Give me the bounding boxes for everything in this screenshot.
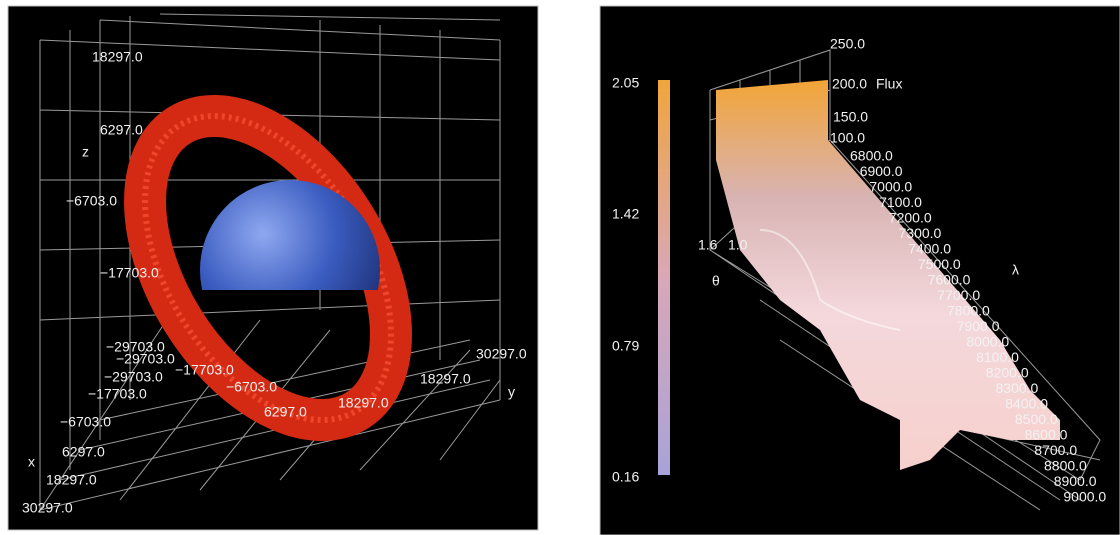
axis-label: −6703.0 bbox=[66, 193, 117, 209]
lambda-tick-label: 7600.0 bbox=[928, 272, 971, 288]
lambda-tick-label: 7100.0 bbox=[879, 194, 922, 210]
lambda-tick-label: 8200.0 bbox=[986, 365, 1029, 381]
colorbar-tick-label: 1.42 bbox=[612, 206, 639, 222]
left-panel: 18297.06297.0z−6703.0−17703.0−29703.0−29… bbox=[7, 5, 539, 531]
lambda-tick-label: 8800.0 bbox=[1044, 458, 1087, 474]
right-labels: 2.05 1.42 0.79 0.16 250.0 200.0 150.0 100.0 Flux… bbox=[612, 36, 1106, 505]
lambda-tick-label: 7700.0 bbox=[937, 287, 980, 303]
colorbar bbox=[658, 80, 670, 475]
lambda-tick-label: 7900.0 bbox=[957, 318, 1000, 334]
axis-label: 30297.0 bbox=[476, 346, 527, 362]
lambda-tick-label: 6800.0 bbox=[850, 148, 893, 164]
axis-label: −17703.0 bbox=[100, 265, 159, 281]
lambda-tick-label: 8000.0 bbox=[966, 334, 1009, 350]
lambda-axis-label: λ bbox=[1012, 262, 1019, 278]
axis-label: 18297.0 bbox=[338, 395, 389, 411]
axis-label: 30297.0 bbox=[22, 500, 73, 516]
axis-label: −6703.0 bbox=[226, 379, 277, 395]
sphere bbox=[200, 180, 380, 290]
flux-tick-label: 250.0 bbox=[830, 36, 865, 52]
lambda-tick-label: 8700.0 bbox=[1034, 442, 1077, 458]
lambda-tick-label: 8600.0 bbox=[1025, 427, 1068, 443]
flux-tick-label: 200.0 bbox=[832, 76, 867, 92]
flux-tick-label: 150.0 bbox=[833, 109, 868, 125]
lambda-tick-label: 6900.0 bbox=[860, 163, 903, 179]
axis-label: y bbox=[508, 384, 515, 400]
axis-label: 6297.0 bbox=[100, 122, 143, 138]
lambda-tick-label: 8400.0 bbox=[1005, 396, 1048, 412]
axis-label: −6703.0 bbox=[60, 414, 111, 430]
axis-label: 18297.0 bbox=[92, 49, 143, 65]
colorbar-tick-label: 0.16 bbox=[612, 469, 639, 485]
lambda-tick-label: 7200.0 bbox=[889, 210, 932, 226]
flux-tick-label: 100.0 bbox=[830, 130, 865, 146]
colorbar-tick-label: 0.79 bbox=[612, 338, 639, 354]
axis-label: −29703.0 bbox=[104, 369, 163, 385]
lambda-tick-label: 8300.0 bbox=[996, 380, 1039, 396]
surface-highlight bbox=[759, 229, 901, 331]
lambda-tick-label: 7500.0 bbox=[918, 256, 961, 272]
theta-tick-label: 1.0 bbox=[728, 237, 748, 253]
flux-axis-label: Flux bbox=[876, 76, 902, 92]
lambda-tick-label: 8900.0 bbox=[1054, 473, 1097, 489]
lambda-tick-label: 7300.0 bbox=[899, 225, 942, 241]
lambda-tick-label: 7800.0 bbox=[947, 303, 990, 319]
lambda-tick-label: 8500.0 bbox=[1015, 411, 1058, 427]
axis-label: 18297.0 bbox=[420, 371, 471, 387]
theta-tick-label: 1.6 bbox=[698, 237, 718, 253]
axis-label: x bbox=[28, 454, 35, 470]
axis-label: z bbox=[82, 144, 89, 160]
theta-axis-label: θ bbox=[712, 273, 720, 289]
axis-label: −17703.0 bbox=[175, 362, 234, 378]
lambda-tick-label: 7000.0 bbox=[869, 179, 912, 195]
lambda-tick-label: 9000.0 bbox=[1063, 489, 1106, 505]
axis-label: −29703.0 bbox=[106, 339, 165, 355]
left-labels: 18297.06297.0z−6703.0−17703.0−29703.0−29… bbox=[22, 49, 527, 516]
axis-label: 18297.0 bbox=[46, 472, 97, 488]
lambda-tick-label: 7400.0 bbox=[908, 241, 951, 257]
colorbar-tick-label: 2.05 bbox=[612, 75, 639, 91]
axis-label: −29703.0 bbox=[116, 351, 175, 367]
right-panel: 2.05 1.42 0.79 0.16 250.0 200.0 150.0 100.0 Flux… bbox=[599, 5, 1120, 535]
axis-label: 6297.0 bbox=[62, 444, 105, 460]
axis-label: −17703.0 bbox=[88, 386, 147, 402]
lambda-tick-label: 8100.0 bbox=[976, 349, 1019, 365]
flux-surface bbox=[716, 80, 1060, 470]
axis-label: 6297.0 bbox=[264, 404, 307, 420]
